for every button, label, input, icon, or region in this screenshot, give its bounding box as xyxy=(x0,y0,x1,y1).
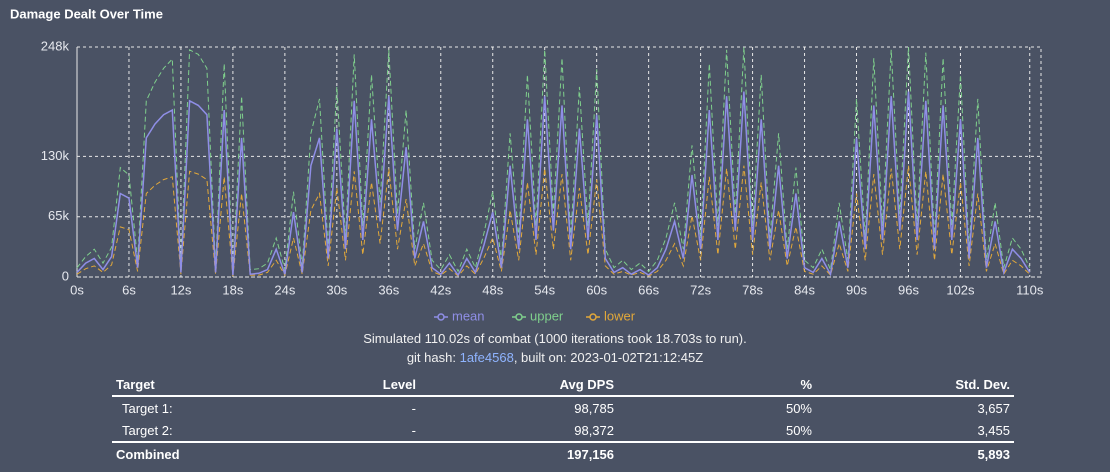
x-tick-label: 54s xyxy=(534,282,555,297)
col-header: Avg DPS xyxy=(420,373,618,397)
built-on: , built on: 2023-01-02T21:12:45Z xyxy=(513,350,704,365)
table-cell: 3,455 xyxy=(977,422,1010,438)
x-tick-label: 102s xyxy=(946,282,975,297)
y-tick-label: 65k xyxy=(48,208,69,223)
table-row: Combined 197,156 5,893 xyxy=(112,441,1014,465)
table-cell: 50% xyxy=(785,400,812,416)
x-tick-label: 12s xyxy=(170,282,191,297)
table-cell: 98,785 xyxy=(574,400,614,416)
table-cell: Combined xyxy=(112,441,322,465)
legend-label: lower xyxy=(604,308,636,323)
table-cell: Target 2: xyxy=(122,422,173,438)
table-cell: 50% xyxy=(785,422,812,438)
table-cell: 5,893 xyxy=(816,441,1014,465)
x-tick-label: 42s xyxy=(430,282,451,297)
git-label: git hash: xyxy=(406,350,456,365)
y-tick-label: 248k xyxy=(41,38,70,53)
table-cell xyxy=(618,441,816,465)
chart: Damage Dealt Over Time 0 65k 130k 248k 0s 6s 1… xyxy=(10,6,1044,323)
x-tick-label: 84s xyxy=(794,282,815,297)
dps-table: Target Level Avg DPS % Std. Dev. Target … xyxy=(112,373,1014,465)
table-cell: 98,372 xyxy=(574,422,614,438)
col-header: Target xyxy=(112,373,322,397)
col-header: % xyxy=(618,373,816,397)
col-header: Level xyxy=(322,373,420,397)
x-tick-label: 36s xyxy=(378,282,399,297)
git-hash-link[interactable]: 1afe4568 xyxy=(459,350,514,365)
x-tick-label: 60s xyxy=(586,282,607,297)
table-row: Target 2: - 98,372 50% 3,455 xyxy=(112,419,1014,442)
x-tick-label: 0s xyxy=(70,282,84,297)
x-tick-label: 66s xyxy=(638,282,659,297)
y-tick-label: 130k xyxy=(41,148,70,163)
table-cell: 197,156 xyxy=(420,441,618,465)
x-tick-label: 48s xyxy=(482,282,503,297)
legend-marker xyxy=(515,313,523,321)
table-cell: - xyxy=(411,400,416,416)
x-tick-label: 96s xyxy=(898,282,919,297)
x-tick-label: 24s xyxy=(274,282,295,297)
x-tick-label: 110s xyxy=(1016,282,1044,297)
series-line xyxy=(76,46,1031,273)
x-tick-label: 72s xyxy=(690,282,711,297)
legend-label: upper xyxy=(530,308,564,323)
caption-line: git hash: 1afe4568, built on: 2023-01-02… xyxy=(0,350,1110,365)
caption-line: Simulated 110.02s of combat (1000 iterat… xyxy=(363,331,747,346)
y-tick-label: 0 xyxy=(62,268,69,283)
x-tick-label: 6s xyxy=(122,282,136,297)
x-tick-label: 30s xyxy=(326,282,347,297)
chart-title: Damage Dealt Over Time xyxy=(10,6,163,21)
x-tick-label: 18s xyxy=(222,282,243,297)
x-tick-label: 90s xyxy=(846,282,867,297)
table-cell: Target 1: xyxy=(122,400,173,416)
col-header: Std. Dev. xyxy=(816,373,1014,397)
table-row: Target 1: - 98,785 50% 3,657 xyxy=(112,396,1014,419)
x-tick-label: 78s xyxy=(742,282,763,297)
table-cell: 3,657 xyxy=(977,400,1010,416)
table-cell: - xyxy=(411,422,416,438)
table-body: Target 1: - 98,785 50% 3,657 Target 2: - 98,372… xyxy=(112,396,1014,465)
table-cell xyxy=(322,441,420,465)
legend-label: mean xyxy=(452,308,485,323)
series-line xyxy=(76,91,1031,277)
legend-marker xyxy=(589,313,597,321)
legend-marker xyxy=(437,313,445,321)
